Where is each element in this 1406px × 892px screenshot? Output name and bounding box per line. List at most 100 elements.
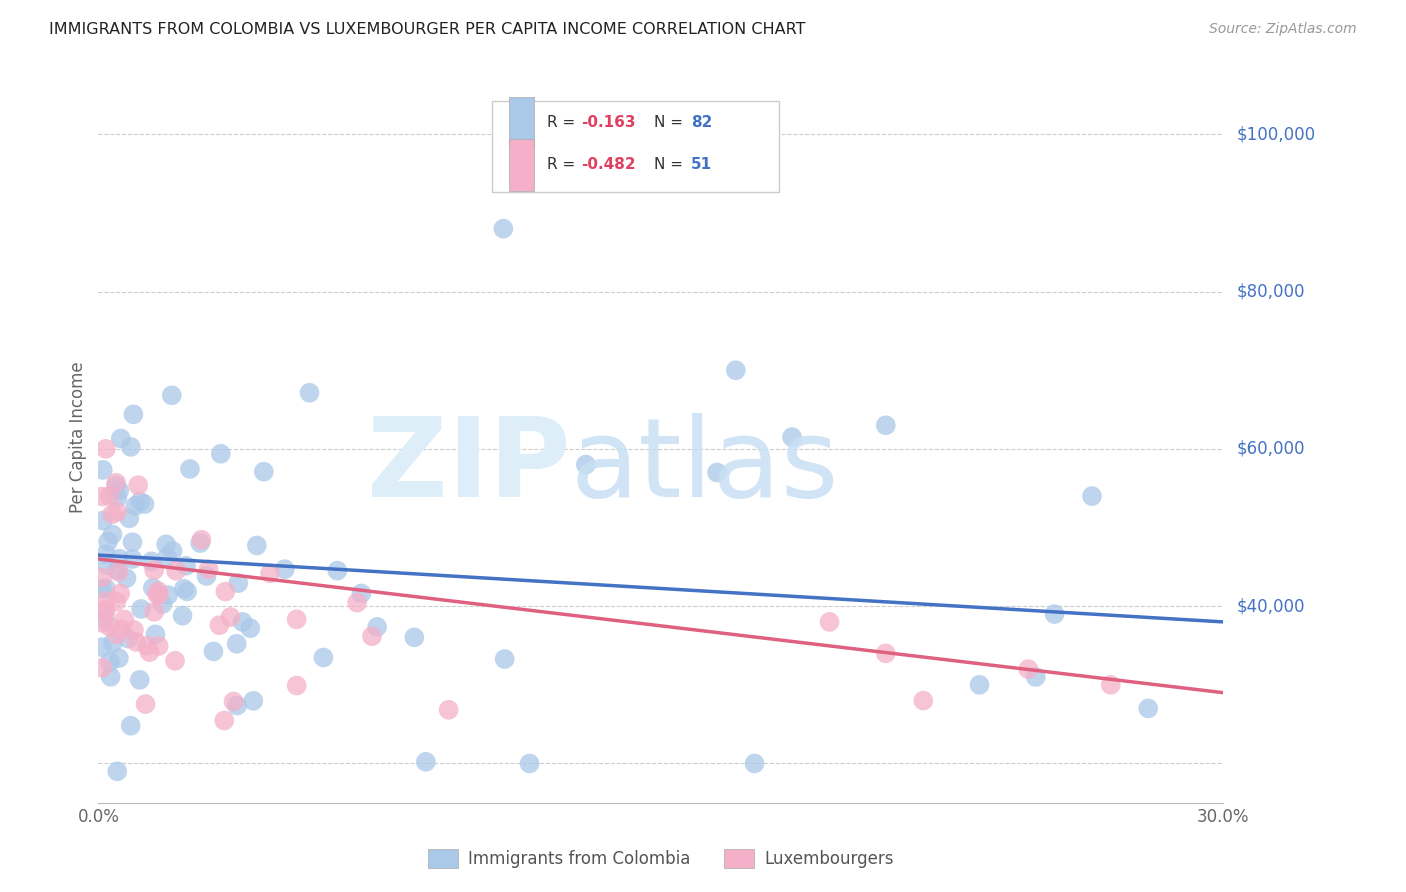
Point — [107, 491, 129, 505]
Point — [94, 594, 117, 608]
Point — [575, 458, 598, 472]
Text: -0.482: -0.482 — [581, 158, 636, 172]
Point — [142, 581, 165, 595]
Point — [105, 627, 128, 641]
Point — [143, 563, 166, 577]
Point — [98, 655, 121, 669]
Point — [138, 645, 160, 659]
Point — [91, 661, 114, 675]
Point — [121, 535, 143, 549]
Text: 82: 82 — [692, 115, 713, 130]
Y-axis label: Per Capita Income: Per Capita Income — [69, 361, 87, 513]
Point — [285, 612, 308, 626]
Point — [179, 462, 201, 476]
Point — [242, 694, 264, 708]
Text: $100,000: $100,000 — [1237, 125, 1316, 144]
Point — [1043, 607, 1066, 621]
Text: 51: 51 — [692, 158, 713, 172]
Point — [145, 627, 167, 641]
Point — [115, 571, 138, 585]
Point — [134, 497, 156, 511]
Point — [173, 582, 195, 596]
Point — [98, 489, 121, 503]
Point — [110, 623, 132, 637]
Point — [780, 430, 803, 444]
Point — [101, 508, 124, 522]
Point — [232, 615, 254, 629]
Point — [148, 584, 170, 599]
Point — [146, 587, 169, 601]
Text: R =: R = — [547, 158, 581, 172]
Point — [969, 678, 991, 692]
Point — [202, 644, 225, 658]
Point — [136, 639, 159, 653]
Point — [312, 650, 335, 665]
Text: R =: R = — [547, 115, 581, 130]
Point — [404, 630, 426, 644]
Point — [94, 547, 117, 561]
FancyBboxPatch shape — [509, 97, 534, 148]
Point — [226, 576, 249, 591]
Point — [122, 408, 145, 422]
Point — [108, 551, 131, 566]
Point — [91, 615, 114, 630]
Point — [98, 620, 121, 634]
Point — [128, 673, 150, 687]
Point — [105, 505, 128, 519]
Point — [174, 558, 197, 573]
Point — [143, 605, 166, 619]
Point — [155, 537, 177, 551]
Point — [91, 490, 114, 504]
Point — [93, 612, 115, 626]
Point — [326, 564, 349, 578]
Point — [93, 602, 115, 616]
Text: N =: N = — [654, 158, 688, 172]
Point — [94, 442, 117, 456]
Point — [197, 562, 219, 576]
Text: -0.163: -0.163 — [581, 115, 636, 130]
Point — [208, 618, 231, 632]
Point — [129, 602, 152, 616]
FancyBboxPatch shape — [492, 101, 779, 192]
Point — [744, 756, 766, 771]
Point — [117, 632, 139, 646]
Point — [165, 654, 187, 668]
FancyBboxPatch shape — [509, 139, 534, 191]
Text: atlas: atlas — [571, 413, 839, 520]
Point — [226, 698, 249, 713]
Point — [875, 646, 897, 660]
Point — [127, 478, 149, 492]
Point — [361, 629, 384, 643]
Point — [94, 581, 117, 595]
Point — [875, 418, 897, 433]
Point — [818, 615, 841, 629]
Legend: Immigrants from Colombia, Luxembourgers: Immigrants from Colombia, Luxembourgers — [422, 842, 900, 875]
Point — [157, 588, 180, 602]
Point — [101, 527, 124, 541]
Point — [346, 596, 368, 610]
Point — [285, 679, 308, 693]
Point — [225, 637, 247, 651]
Point — [121, 552, 143, 566]
Point — [148, 588, 170, 602]
Point — [366, 620, 388, 634]
Point — [91, 463, 114, 477]
Point — [129, 494, 152, 508]
Point — [122, 623, 145, 637]
Point — [162, 544, 184, 558]
Point — [176, 584, 198, 599]
Point — [100, 670, 122, 684]
Point — [91, 514, 114, 528]
Point — [141, 554, 163, 568]
Point — [112, 612, 135, 626]
Point — [120, 440, 142, 454]
Point — [120, 719, 142, 733]
Point — [190, 533, 212, 547]
Point — [97, 534, 120, 549]
Point — [274, 562, 297, 576]
Point — [91, 570, 114, 584]
Point — [101, 636, 124, 650]
Point — [110, 586, 132, 600]
Point — [156, 549, 179, 564]
Point — [724, 363, 747, 377]
